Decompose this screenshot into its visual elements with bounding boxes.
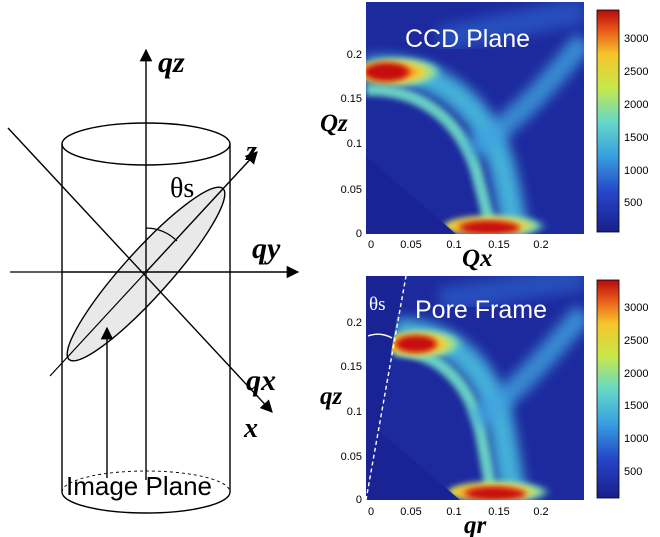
z-label: z <box>245 136 257 167</box>
ccd-y-tick: 0.1 <box>347 138 362 150</box>
ccd-x-tick: 0.1 <box>446 239 461 251</box>
ccd-heatmap-intensity <box>366 2 584 234</box>
pore-ylabel: qz <box>320 383 343 410</box>
qx-label: qx <box>246 364 276 397</box>
qy-label: qy <box>252 232 281 265</box>
pore-cbar-tick: 500 <box>624 466 642 478</box>
pore-cbar-tick: 2500 <box>624 335 648 347</box>
ccd-ylabel: Qz <box>320 110 348 137</box>
ccd-y-tick: 0 <box>356 228 362 240</box>
ccd-cbar-tick: 500 <box>624 197 642 209</box>
ccd-y-tick: 0.2 <box>347 49 362 61</box>
ccd-plane-panel: 0 0.05 0.1 0.15 0.2 0 0.05 0.1 0.15 0.2 … <box>320 2 648 272</box>
ccd-y-tick: 0.15 <box>341 93 362 105</box>
pore-frame-panel: 0 0.05 0.1 0.15 0.2 0 0.05 0.1 0.15 0.2 … <box>320 275 648 537</box>
tilted-qz-axis <box>365 275 407 501</box>
qx-axis <box>7 127 273 413</box>
z-axis <box>145 151 258 273</box>
pore-cbar-tick: 1000 <box>624 433 648 445</box>
ccd-cbar-tick: 2500 <box>624 66 648 78</box>
pore-x-tick: 0 <box>368 506 374 518</box>
pore-y-tick: 0.15 <box>341 361 362 373</box>
ccd-xlabel: Qx <box>462 245 493 272</box>
ccd-cbar-tick: 2000 <box>624 99 648 111</box>
qz-label: qz <box>158 46 185 79</box>
pore-y-tick: 0.2 <box>347 317 362 329</box>
pore-x-tick: 0.05 <box>400 506 421 518</box>
pore-colorbar <box>596 279 620 499</box>
pore-cbar-tick: 1500 <box>624 400 648 412</box>
theta-arc <box>145 227 178 242</box>
x-label: x <box>243 413 258 444</box>
ccd-x-tick: 0.05 <box>400 239 421 251</box>
ccd-title: CCD Plane <box>405 25 530 53</box>
ccd-cbar-tick: 1500 <box>624 132 648 144</box>
theta-label: θs <box>170 173 194 204</box>
geometry-diagram: qz z qy qx x θs Image Plane <box>7 46 300 514</box>
pore-cbar-tick: 2000 <box>624 368 648 380</box>
pore-x-tick: 0.15 <box>488 506 509 518</box>
pore-title: Pore Frame <box>415 296 547 324</box>
pore-theta-label: θs <box>369 294 386 315</box>
ccd-y-tick: 0.05 <box>341 184 362 196</box>
pore-y-tick: 0.1 <box>347 406 362 418</box>
pore-y-tick: 0.05 <box>341 451 362 463</box>
ccd-x-tick: 0 <box>368 239 374 251</box>
pore-heatmap-intensity <box>366 276 584 500</box>
pore-y-tick: 0 <box>356 494 362 506</box>
ccd-cbar-tick: 1000 <box>624 165 648 177</box>
pore-xlabel: qr <box>464 512 487 537</box>
ccd-x-tick: 0.2 <box>533 239 548 251</box>
ccd-colorbar <box>596 9 620 233</box>
pore-theta-arc <box>367 333 393 339</box>
pore-x-tick: 0.1 <box>446 506 461 518</box>
ccd-x-tick: 0.15 <box>488 239 509 251</box>
image-plane-caption: Image Plane <box>66 471 212 501</box>
pore-x-tick: 0.2 <box>533 506 548 518</box>
ccd-cbar-tick: 3000 <box>624 33 648 45</box>
pore-cbar-tick: 3000 <box>624 302 648 314</box>
